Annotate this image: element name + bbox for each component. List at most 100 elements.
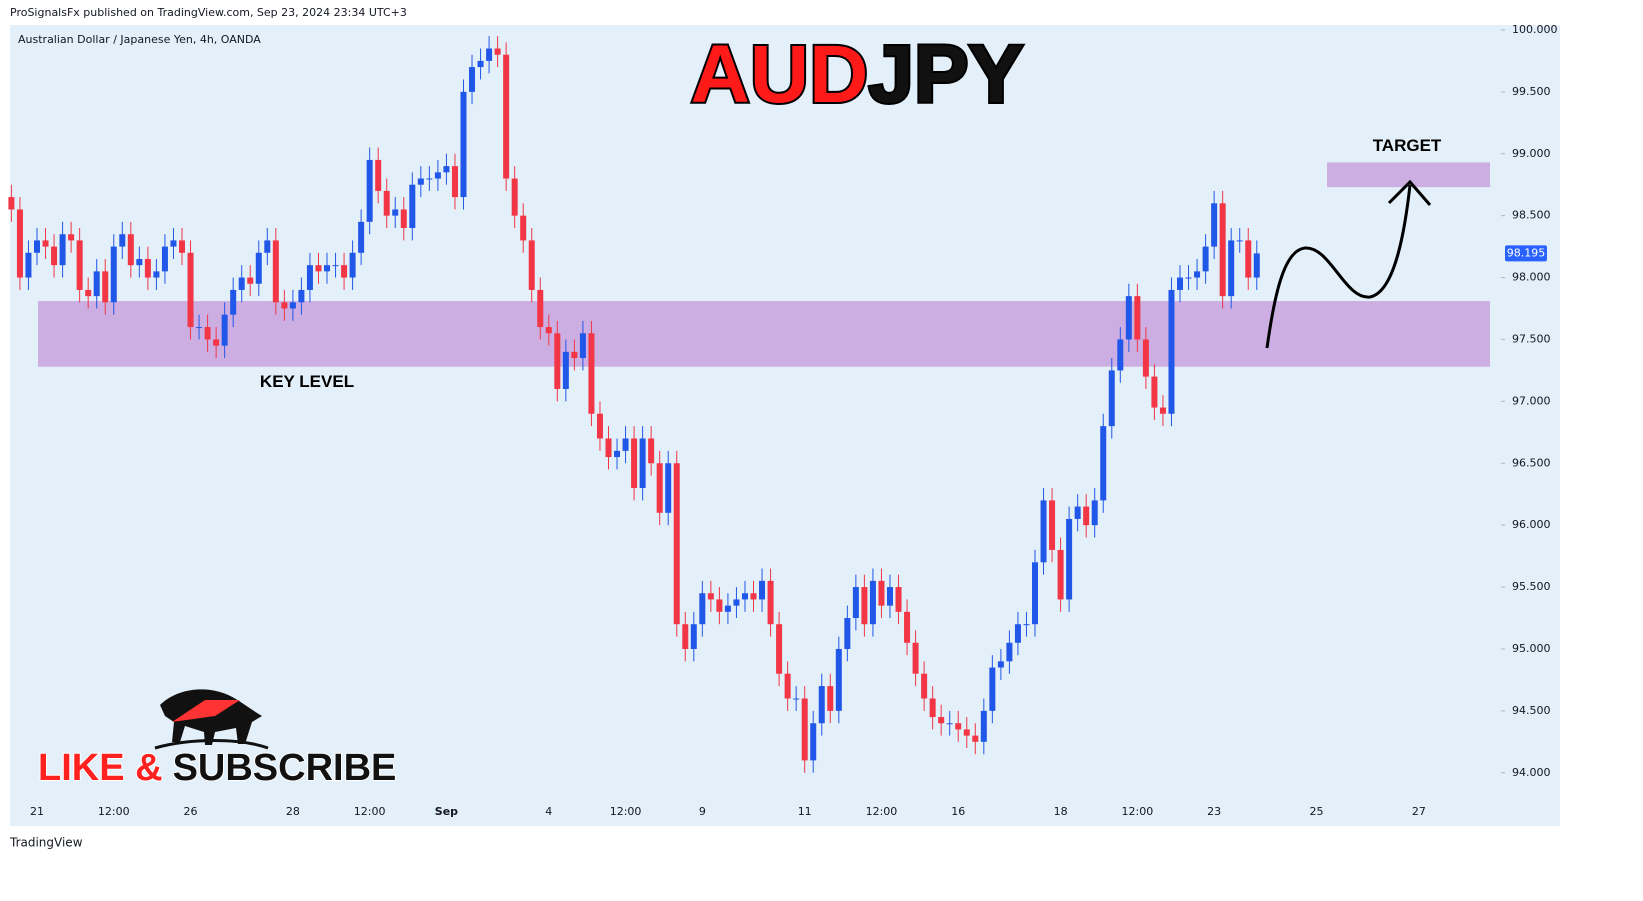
candle-body (187, 252, 194, 328)
candle-body (1066, 518, 1073, 600)
candle-body (161, 246, 168, 272)
title: AUDJPY (691, 29, 1024, 120)
candle-body (1245, 240, 1252, 278)
candle-body (605, 438, 612, 458)
x-tick-label: 26 (184, 805, 198, 818)
candle-body (59, 234, 66, 266)
candle-body (656, 463, 663, 513)
candle-body (537, 289, 544, 328)
candle-body (793, 698, 800, 700)
candle-body (938, 717, 945, 724)
candle-body (1134, 296, 1141, 340)
candle-body (1202, 246, 1209, 272)
candle-body (503, 54, 510, 179)
title-part: JPY (868, 29, 1023, 120)
candle-body (904, 611, 911, 643)
candle-body (886, 587, 893, 606)
candle-body (528, 240, 535, 290)
candle-body (596, 413, 603, 439)
zones (38, 162, 1490, 367)
x-tick-label: 9 (699, 805, 706, 818)
candle-body (153, 271, 160, 278)
y-tick-label: 96.500 (1512, 456, 1551, 469)
candle-body (1228, 240, 1235, 297)
candle-body (520, 215, 527, 241)
x-tick-label: 12:00 (610, 805, 642, 818)
candle-body (281, 302, 288, 309)
candle-body (119, 234, 126, 247)
candle-body (1057, 549, 1064, 600)
candle-body (289, 302, 296, 309)
candle-body (272, 240, 279, 303)
candle-body (869, 580, 876, 625)
candle-body (562, 351, 569, 389)
candle-body (383, 190, 390, 216)
candle-body (1049, 500, 1056, 550)
candle-body (989, 667, 996, 711)
candle-body (247, 277, 254, 284)
candle-body (759, 580, 766, 600)
candle-body (1194, 271, 1201, 278)
candle-body (298, 289, 305, 303)
candle-body (1159, 407, 1166, 414)
candle-body (631, 438, 638, 489)
candle-body (980, 710, 987, 742)
candle-body (1023, 624, 1030, 626)
x-tick-label: 27 (1412, 805, 1426, 818)
candle-body (929, 698, 936, 718)
candle-body (42, 240, 49, 247)
x-tick-label: 21 (30, 805, 44, 818)
candle-body (1091, 500, 1098, 526)
candle-body (409, 184, 416, 229)
candle-body (110, 246, 117, 303)
symbol-line: Australian Dollar / Japanese Yen, 4h, OA… (18, 33, 261, 46)
candle-body (426, 178, 433, 180)
candle-body (170, 240, 177, 247)
candle-body (946, 723, 953, 725)
arrow-head (1387, 179, 1432, 206)
candle-body (972, 735, 979, 742)
y-tick-label: 97.500 (1512, 332, 1551, 345)
candle-body (332, 265, 339, 267)
candle-body (682, 624, 689, 649)
candle-body (8, 197, 15, 210)
candle-body (1108, 370, 1115, 427)
candle-body (366, 159, 373, 222)
candle-body (810, 723, 817, 761)
candle-body (1177, 277, 1184, 290)
candle-body (25, 252, 32, 278)
candle-body (579, 333, 586, 359)
candle-body (417, 178, 424, 185)
footer-brand: TradingView (9, 836, 83, 850)
projection-arrow (1265, 184, 1412, 349)
y-tick-label: 97.000 (1512, 394, 1551, 407)
candle-body (33, 240, 40, 253)
candle-body (1014, 624, 1021, 643)
title-part: AUD (691, 29, 869, 120)
candle-body (588, 333, 595, 414)
x-tick-label: 23 (1207, 805, 1221, 818)
candle-body (375, 159, 382, 191)
candle-body (469, 67, 476, 92)
candle-body (264, 240, 271, 253)
candle-body (878, 580, 885, 606)
candle-body (511, 178, 518, 216)
x-tick-label: 12:00 (354, 805, 386, 818)
candle-body (767, 580, 774, 625)
candle-body (1253, 253, 1260, 278)
promo-part: LIKE & (38, 747, 163, 789)
candle-body (912, 642, 919, 674)
y-tick-label: 95.000 (1512, 642, 1551, 655)
candle-body (136, 258, 143, 266)
candle-body (349, 252, 356, 278)
last-price-label: 98.195 (1507, 246, 1546, 259)
candle-body (665, 463, 672, 513)
candle-body (1074, 506, 1081, 519)
x-tick-label: 28 (286, 805, 300, 818)
y-tick-label: 95.500 (1512, 580, 1551, 593)
candle-body (443, 166, 450, 173)
candle-body (571, 351, 578, 359)
candle-body (895, 587, 902, 612)
candle-body (179, 240, 185, 253)
